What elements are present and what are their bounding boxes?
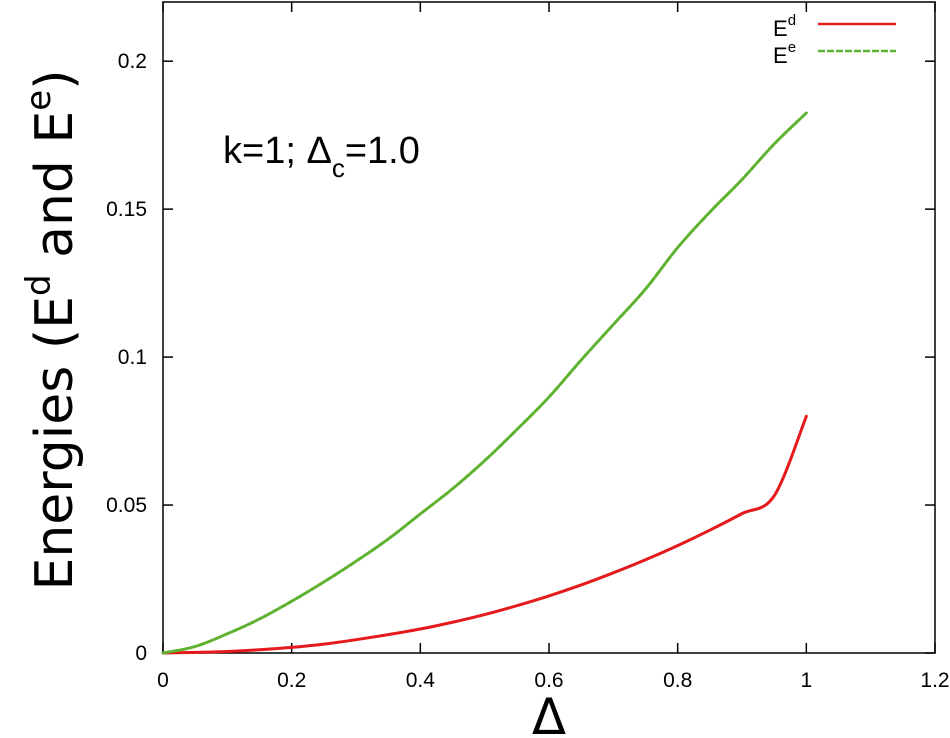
x-axis-title: Δ	[532, 688, 566, 738]
x-tick-label: 1	[800, 669, 812, 692]
series-line-ed	[161, 414, 808, 655]
parameter-annotation: k=1; Δc=1.0	[223, 130, 420, 183]
y-tick-label: 0	[135, 642, 147, 665]
y-axis-title: Energies (Ed and Ee)	[19, 69, 85, 590]
x-tick-label: 0.8	[663, 669, 692, 692]
axis-ticks: 0 0.2 0.4 0.6 0.8 1 1.2 0 0.05 0.1 0.15 0.2	[106, 2, 950, 692]
x-tick-label: 0.6	[534, 669, 563, 692]
legend-label-ed: Ed	[773, 12, 796, 41]
series-layer	[161, 111, 808, 655]
y-tick-label: 0.15	[106, 198, 147, 221]
x-tick-label: 0.2	[277, 669, 306, 692]
series-line-ee	[161, 111, 808, 655]
y-tick-label: 0.05	[106, 494, 147, 517]
plot-frame	[162, 1, 936, 654]
x-tick-label: 0.4	[406, 669, 436, 692]
x-tick-label: 1.2	[920, 669, 949, 692]
x-tick-label: 0	[157, 669, 169, 692]
y-tick-label: 0.1	[118, 346, 147, 369]
y-tick-label: 0.2	[118, 50, 147, 73]
legend: Ed Ee	[773, 12, 896, 68]
legend-label-ee: Ee	[773, 39, 796, 68]
